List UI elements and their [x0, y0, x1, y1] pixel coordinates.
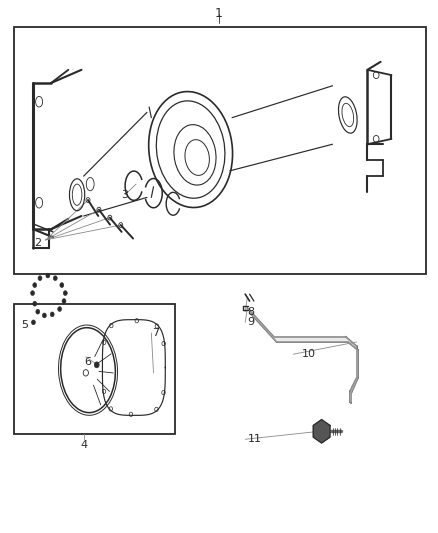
Text: 10: 10: [302, 349, 316, 359]
Polygon shape: [313, 419, 330, 443]
Text: 11: 11: [247, 434, 261, 445]
Polygon shape: [247, 308, 358, 402]
Ellipse shape: [58, 306, 62, 311]
Ellipse shape: [50, 312, 54, 317]
Bar: [14, 27, 426, 274]
Text: 5: 5: [21, 320, 28, 330]
Text: 2: 2: [34, 238, 41, 247]
Text: 8: 8: [247, 306, 254, 317]
Ellipse shape: [38, 276, 42, 280]
Ellipse shape: [33, 282, 37, 287]
Ellipse shape: [36, 309, 40, 314]
Text: 1: 1: [215, 7, 223, 20]
Text: 3: 3: [122, 190, 129, 200]
Ellipse shape: [32, 320, 35, 325]
Text: 9: 9: [247, 317, 254, 327]
Ellipse shape: [42, 313, 46, 318]
Text: 4: 4: [80, 440, 87, 450]
Ellipse shape: [31, 290, 35, 295]
Bar: [14, 304, 175, 434]
Ellipse shape: [62, 298, 66, 303]
Ellipse shape: [46, 273, 50, 278]
Ellipse shape: [94, 362, 99, 368]
Ellipse shape: [33, 301, 37, 306]
Ellipse shape: [53, 276, 57, 280]
Ellipse shape: [60, 282, 64, 287]
Text: 6: 6: [85, 357, 92, 367]
Text: 7: 7: [152, 328, 159, 338]
Ellipse shape: [64, 290, 67, 295]
